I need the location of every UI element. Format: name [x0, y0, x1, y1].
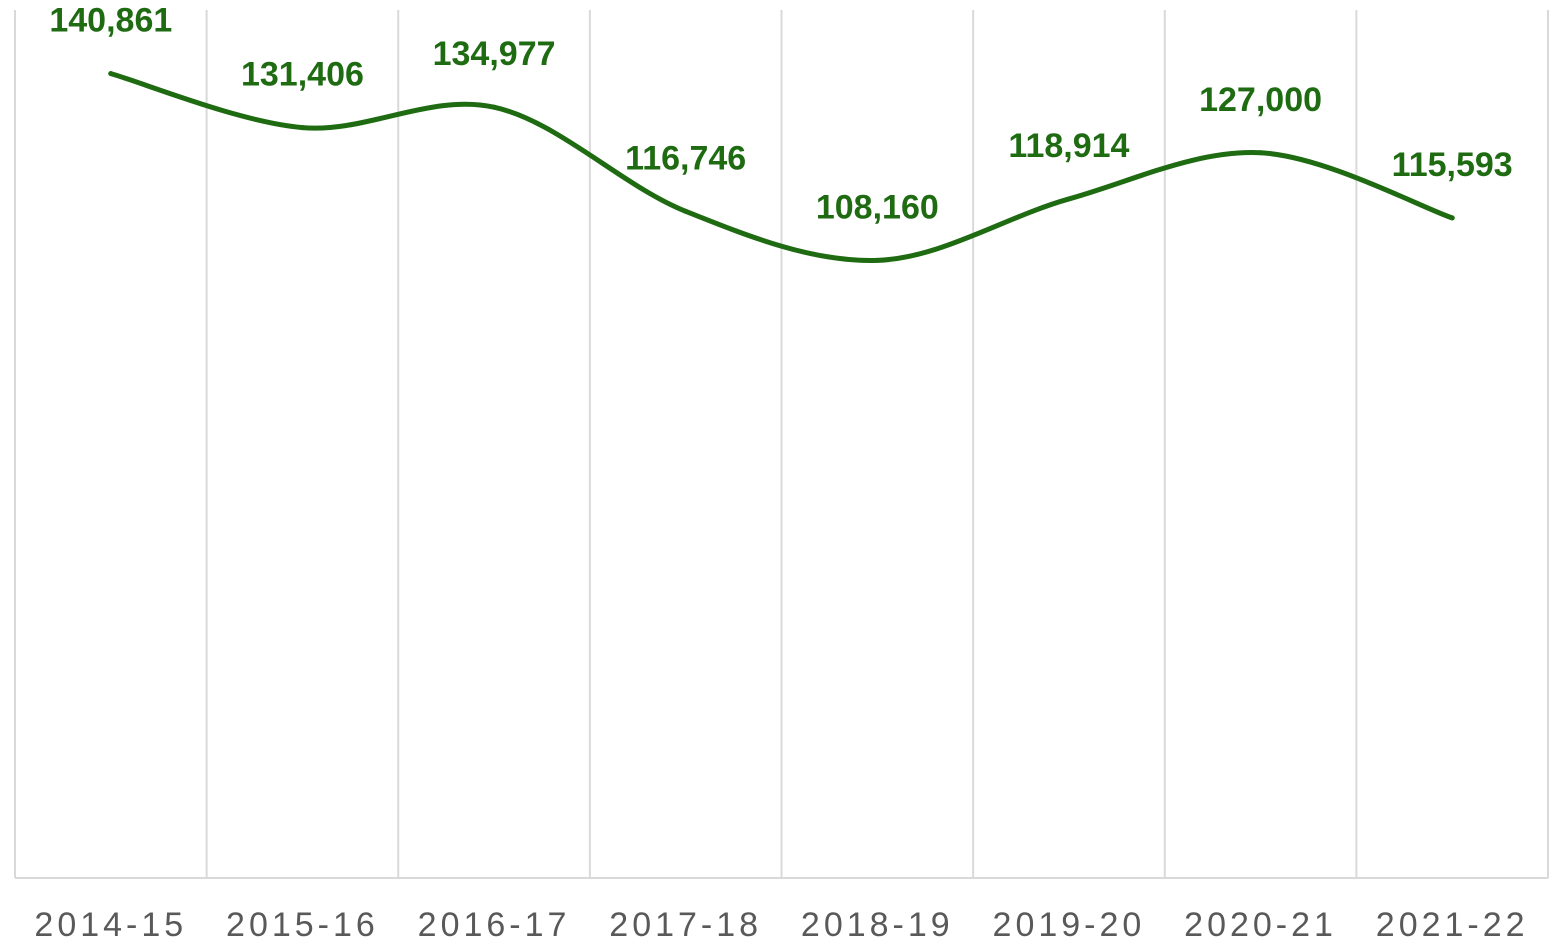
data-point	[1066, 196, 1072, 202]
data-point	[491, 104, 497, 110]
data-label: 115,593	[1392, 146, 1513, 184]
data-point	[1449, 215, 1455, 221]
data-label: 140,861	[49, 2, 172, 40]
data-label: 116,746	[625, 139, 746, 177]
data-point	[1258, 150, 1264, 156]
data-labels: 140,861 131,406 134,977 116,746 108,160 118,9…	[49, 2, 1512, 227]
data-point	[874, 257, 880, 263]
x-tick-label: 2018-19	[801, 906, 954, 944]
x-tick-labels: 2014-15 2015-16 2016-17 2017-18 2018-19 2019-…	[34, 906, 1529, 944]
data-label: 127,000	[1199, 81, 1322, 119]
data-point	[108, 71, 114, 77]
x-tick-label: 2020-21	[1184, 906, 1337, 944]
x-tick-label: 2021-22	[1376, 906, 1529, 944]
series-layer	[108, 71, 1455, 263]
data-label: 134,977	[433, 35, 556, 73]
data-label: 108,160	[816, 188, 939, 226]
data-point	[299, 125, 305, 131]
series-line	[108, 71, 1455, 263]
x-tick-label: 2016-17	[418, 906, 571, 944]
x-tick-label: 2014-15	[34, 906, 187, 944]
data-label: 118,914	[1008, 127, 1129, 165]
x-tick-label: 2015-16	[226, 906, 379, 944]
data-point	[683, 208, 689, 214]
x-tick-label: 2019-20	[993, 906, 1146, 944]
gridlines	[14, 10, 1549, 878]
data-label: 131,406	[241, 56, 364, 94]
x-tick-label: 2017-18	[609, 906, 762, 944]
